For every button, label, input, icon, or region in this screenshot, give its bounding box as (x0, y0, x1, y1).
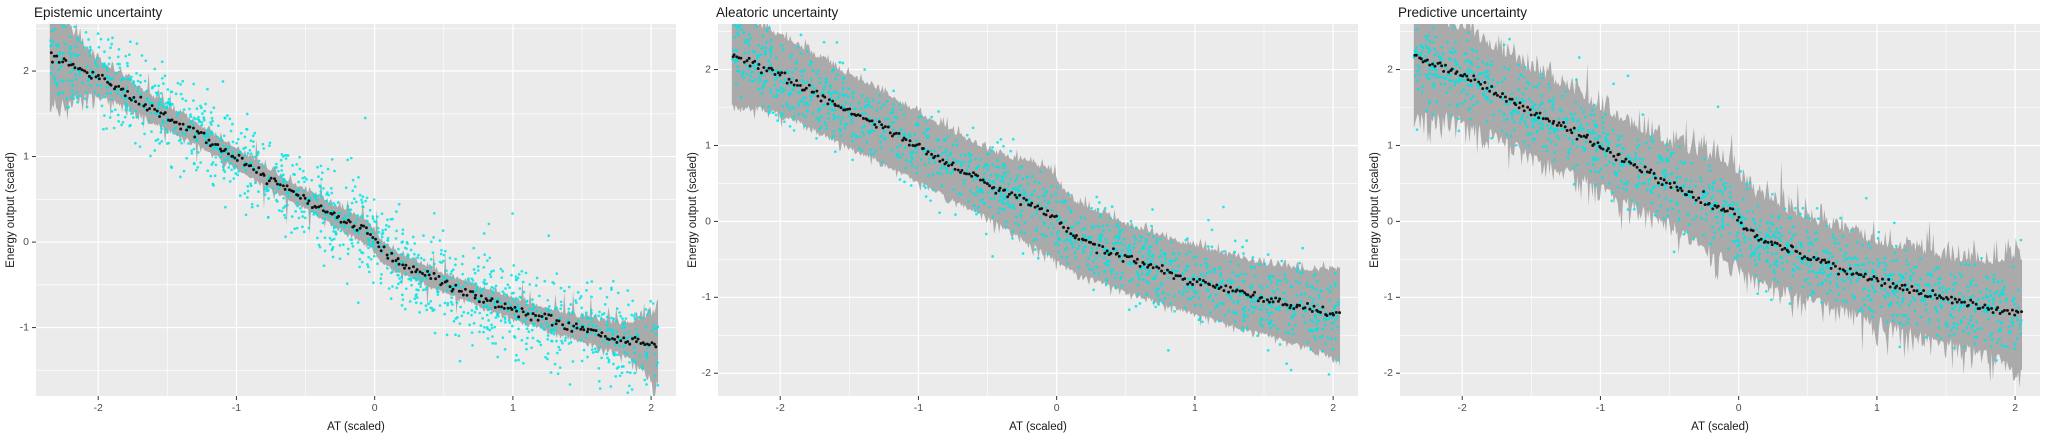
panel-title-epistemic: Epistemic uncertainty (34, 5, 163, 20)
panel-title-predictive: Predictive uncertainty (1398, 5, 1528, 20)
y-axis-label: Energy output (scaled) (687, 152, 699, 268)
panel-title-aleatoric: Aleatoric uncertainty (716, 5, 839, 20)
y-axis-label: Energy output (scaled) (1369, 152, 1381, 268)
aleatoric-plot-canvas (682, 0, 1364, 436)
x-axis-label: AT (scaled) (1009, 421, 1067, 433)
epistemic-uncertainty-panel: Epistemic uncertainty AT (scaled) Energy… (0, 0, 682, 436)
predictive-uncertainty-panel: Predictive uncertainty AT (scaled) Energ… (1364, 0, 2046, 436)
epistemic-plot-canvas (0, 0, 682, 436)
aleatoric-uncertainty-panel: Aleatoric uncertainty AT (scaled) Energy… (682, 0, 1364, 436)
y-axis-label: Energy output (scaled) (5, 152, 17, 268)
predictive-plot-canvas (1364, 0, 2046, 436)
x-axis-label: AT (scaled) (1691, 421, 1749, 433)
x-axis-label: AT (scaled) (327, 421, 385, 433)
